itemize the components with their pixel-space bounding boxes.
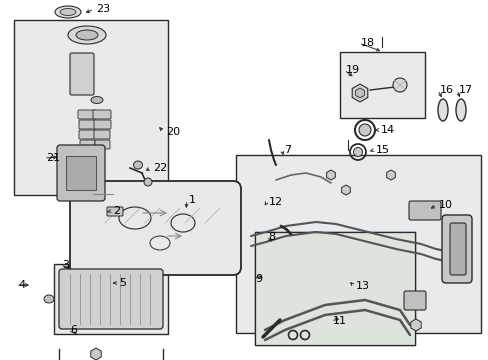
Text: 7: 7: [284, 145, 290, 155]
FancyBboxPatch shape: [70, 53, 94, 95]
FancyBboxPatch shape: [93, 110, 111, 119]
Text: 5: 5: [119, 278, 126, 288]
Ellipse shape: [455, 99, 465, 121]
Bar: [66, 156, 96, 190]
Bar: [254, 232, 414, 345]
Text: 14: 14: [380, 125, 394, 135]
Ellipse shape: [60, 9, 76, 15]
Ellipse shape: [91, 96, 103, 104]
FancyBboxPatch shape: [59, 269, 163, 329]
Text: 6: 6: [70, 325, 77, 335]
Ellipse shape: [55, 6, 81, 18]
Text: 11: 11: [332, 316, 346, 326]
FancyBboxPatch shape: [70, 181, 241, 275]
FancyBboxPatch shape: [95, 140, 110, 149]
Text: 2: 2: [113, 206, 120, 216]
Text: 17: 17: [458, 85, 472, 95]
FancyBboxPatch shape: [94, 130, 110, 139]
Ellipse shape: [133, 161, 142, 169]
FancyBboxPatch shape: [57, 145, 105, 201]
Ellipse shape: [392, 78, 406, 92]
Text: 18: 18: [360, 38, 374, 48]
Text: 3: 3: [62, 260, 69, 270]
Bar: [254, 232, 414, 345]
Bar: [236, 155, 480, 333]
Text: 16: 16: [439, 85, 453, 95]
Bar: [339, 52, 424, 118]
Text: 23: 23: [96, 4, 110, 14]
FancyBboxPatch shape: [107, 207, 123, 216]
Ellipse shape: [76, 30, 98, 40]
Bar: [14, 20, 168, 195]
Text: 19: 19: [346, 65, 359, 75]
Text: 12: 12: [268, 197, 283, 207]
Text: 9: 9: [254, 274, 262, 284]
FancyBboxPatch shape: [79, 120, 96, 129]
Text: 8: 8: [267, 232, 275, 242]
Ellipse shape: [358, 124, 370, 136]
Text: 20: 20: [165, 127, 180, 137]
Ellipse shape: [437, 99, 447, 121]
Text: 15: 15: [375, 145, 389, 155]
Ellipse shape: [44, 295, 54, 303]
FancyBboxPatch shape: [449, 223, 465, 275]
FancyBboxPatch shape: [80, 140, 95, 149]
FancyBboxPatch shape: [78, 110, 96, 119]
Bar: [54, 264, 168, 334]
Ellipse shape: [353, 148, 362, 157]
FancyBboxPatch shape: [94, 120, 111, 129]
FancyBboxPatch shape: [441, 215, 471, 283]
FancyBboxPatch shape: [403, 291, 425, 310]
Text: 13: 13: [355, 281, 369, 291]
Text: 22: 22: [153, 163, 167, 173]
Text: 10: 10: [438, 200, 452, 210]
Ellipse shape: [68, 26, 106, 44]
Text: 4: 4: [18, 280, 25, 290]
FancyBboxPatch shape: [79, 130, 95, 139]
Text: 21: 21: [46, 153, 60, 163]
Ellipse shape: [143, 178, 152, 186]
FancyBboxPatch shape: [408, 201, 440, 220]
Text: 1: 1: [189, 195, 196, 205]
